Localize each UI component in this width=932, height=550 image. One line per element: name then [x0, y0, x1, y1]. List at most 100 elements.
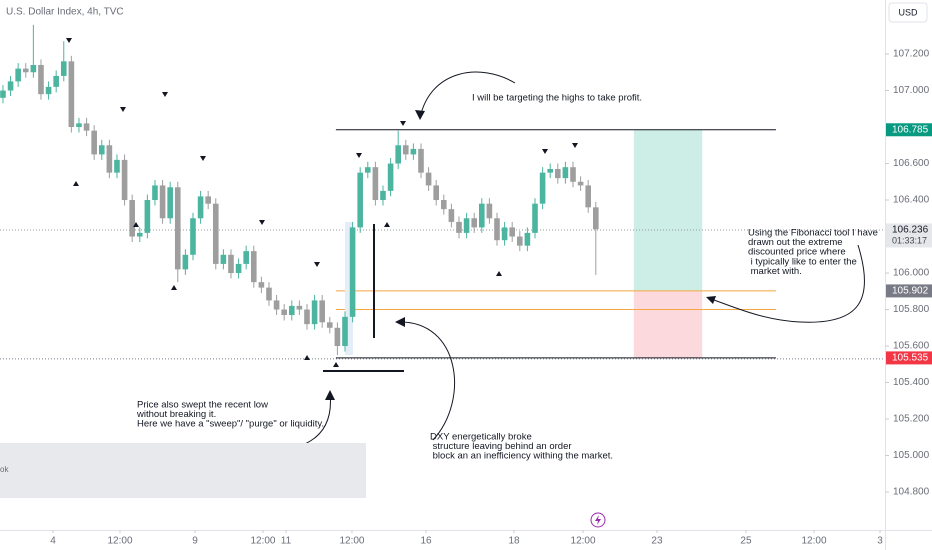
arrowhead	[395, 317, 405, 327]
fractal-low	[333, 362, 339, 367]
price-label: 106.785	[892, 124, 929, 135]
x-tick-label: 4	[50, 536, 56, 547]
candle-body	[418, 148, 424, 173]
arrow	[707, 244, 865, 323]
x-tick-label: 9	[192, 536, 198, 547]
arrowhead	[415, 110, 425, 120]
x-tick-label: 12:00	[801, 536, 826, 547]
fractal-low	[133, 222, 139, 227]
annotation: block an an inefficiency withing the mar…	[430, 451, 613, 462]
candle-body	[30, 64, 37, 73]
y-tick-label: 105.400	[893, 377, 930, 388]
y-tick-label: 107.000	[893, 85, 930, 96]
candle-body	[60, 61, 67, 76]
arrowhead	[706, 296, 716, 304]
fractal-high	[356, 153, 362, 158]
candle-body	[440, 200, 447, 210]
candle-body	[250, 251, 257, 283]
fractal-low	[73, 181, 79, 186]
candle-body	[387, 163, 394, 191]
candle-body	[228, 254, 234, 274]
x-tick-label: 23	[651, 536, 663, 547]
profit-zone	[633, 129, 703, 291]
candle-body	[98, 145, 105, 155]
annotation: Using the Fibonacci tool I have	[748, 228, 878, 239]
candle-body	[106, 145, 113, 173]
annotation: Here we have a "sweep"/ "purge" or liqui…	[137, 419, 324, 430]
candles	[0, 24, 599, 356]
annotation: without breaking it.	[136, 409, 216, 420]
arrow	[419, 71, 516, 119]
candle-body	[524, 232, 531, 246]
candle-body	[463, 218, 470, 233]
candle-body	[136, 232, 143, 237]
candle-body	[91, 130, 97, 155]
candle-body	[448, 209, 455, 222]
candle-body	[15, 68, 21, 82]
price-label: 106.236	[892, 225, 929, 236]
y-tick-label: 107.200	[893, 49, 930, 60]
x-tick-label: 12:00	[250, 536, 275, 547]
candle-body	[243, 251, 249, 264]
candle-body	[494, 218, 500, 241]
price-label: 105.902	[892, 286, 929, 297]
arrowhead	[325, 390, 335, 400]
candle-body	[456, 221, 462, 233]
candle-body	[273, 300, 280, 310]
event-icon[interactable]	[590, 512, 606, 528]
candle-body	[402, 145, 409, 155]
candle-body	[319, 300, 325, 323]
candle-body	[342, 316, 348, 347]
candle-body	[562, 167, 569, 179]
price-label-bg	[886, 223, 932, 248]
y-tick-label: 105.200	[893, 414, 930, 425]
annotation: structure leaving behind an order	[430, 441, 572, 452]
candle-body	[129, 200, 135, 237]
y-tick-label: 105.000	[893, 450, 930, 461]
annotation: i typically like to enter the	[748, 256, 857, 267]
candle-body	[288, 305, 295, 316]
candle-body	[532, 203, 538, 233]
arrow	[397, 321, 456, 441]
x-tick-label: 12:00	[571, 536, 596, 547]
candle-body	[593, 207, 599, 230]
candle-body	[570, 167, 576, 182]
x-tick-label: 16	[420, 536, 432, 547]
candle-body	[433, 185, 439, 201]
y-tick-label: 106.600	[893, 158, 930, 169]
candle-body	[197, 196, 204, 219]
annotation: market with.	[748, 266, 802, 277]
loss-zone	[633, 290, 703, 358]
fractal-high	[400, 121, 406, 126]
candle-body	[410, 148, 417, 155]
candle-body	[577, 181, 584, 186]
annotation: I will be targeting the highs to take pr…	[472, 93, 642, 104]
y-tick-label: 106.400	[893, 195, 930, 206]
candle-body	[235, 263, 242, 274]
annotation: Price also swept the recent low	[137, 400, 268, 411]
candle-body	[281, 309, 287, 316]
candle-body	[174, 187, 181, 270]
candle-body	[471, 218, 477, 228]
candle-body	[478, 203, 485, 228]
candle-body	[380, 190, 386, 201]
candle-body	[38, 64, 44, 95]
candle-body	[190, 218, 196, 255]
candle-body	[121, 159, 128, 201]
y-tick-label: 105.600	[893, 341, 930, 352]
y-tick-label: 104.800	[893, 487, 930, 498]
chart-title: U.S. Dollar Index, 4h, TVC	[6, 7, 124, 18]
annotation: discounted price where	[748, 247, 846, 258]
fractal-high	[120, 107, 126, 112]
panel-text: ok	[0, 465, 9, 474]
candle-body	[220, 254, 227, 264]
annotation: drawn out the extreme	[748, 237, 843, 248]
candle-body	[334, 327, 341, 347]
candle-body	[304, 309, 310, 325]
x-tick-label: 3	[877, 536, 883, 547]
fractal-high	[162, 92, 168, 97]
candle-body	[509, 227, 515, 237]
candle-body	[258, 282, 265, 288]
event-icon-bolt	[595, 515, 601, 525]
currency-button[interactable]	[888, 2, 928, 23]
